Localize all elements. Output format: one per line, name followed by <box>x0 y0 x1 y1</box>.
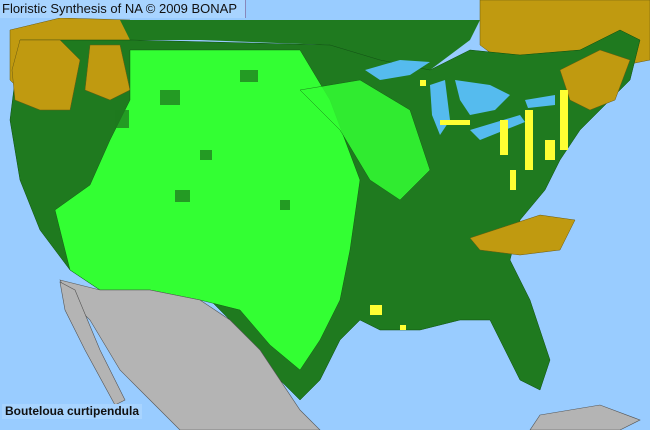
idaho-tan <box>84 44 131 101</box>
species-name: Bouteloua curtipendula <box>2 404 143 419</box>
presence-scatter <box>115 70 290 210</box>
north-carolina-tan <box>469 214 576 256</box>
mexico-territory <box>59 279 321 430</box>
pacific-northwest-tan <box>11 39 81 111</box>
map-title: Floristic Synthesis of NA © 2009 BONAP <box>0 0 247 18</box>
midwest-presence <box>299 79 431 201</box>
baja-california <box>59 281 126 406</box>
canada-prairies-region <box>120 20 480 70</box>
rare-records <box>370 80 568 330</box>
cuba <box>529 404 641 430</box>
great-lakes <box>365 60 555 140</box>
northeast-tan <box>559 49 631 111</box>
